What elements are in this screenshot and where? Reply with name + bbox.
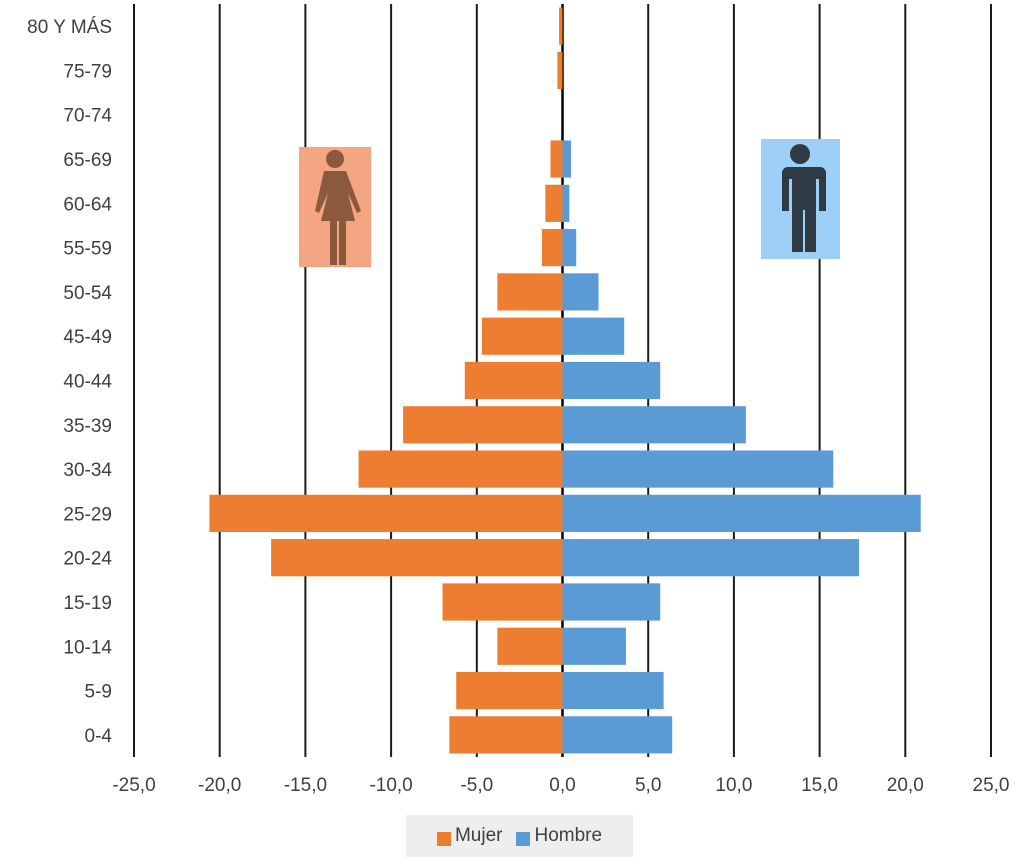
y-tick-label: 70-74	[63, 106, 112, 127]
bar-hombre	[562, 361, 661, 400]
bar-hombre	[562, 317, 625, 355]
bar-hombre	[562, 539, 860, 577]
y-tick-label: 40-44	[63, 372, 112, 393]
bar-mujer	[557, 51, 563, 90]
population-pyramid-chart: 0-4 5-9 10-14 15-19 20-24 25-29 30-34 35-39 40-4…	[27, 4, 1009, 796]
y-tick-label: 30-34	[63, 460, 112, 481]
bar-hombre	[562, 184, 570, 222]
y-tick-label: 55-59	[63, 239, 112, 260]
bar-hombre	[562, 140, 572, 178]
bar-hombre	[562, 494, 921, 532]
male-icon	[761, 139, 840, 259]
y-tick-label: 50-54	[63, 283, 112, 304]
bar-mujer	[358, 450, 563, 488]
bar-hombre	[562, 273, 599, 311]
y-tick-label: 60-64	[63, 194, 112, 215]
y-tick-label: 65-69	[63, 150, 112, 171]
x-tick-label: 0,0	[549, 775, 575, 796]
bar-hombre	[562, 406, 746, 444]
legend-swatch-mujer	[436, 832, 451, 846]
x-tick-label: 15,0	[801, 775, 838, 796]
bar-mujer	[456, 671, 563, 710]
legend-label-hombre: Hombre	[534, 825, 603, 846]
bar-mujer	[481, 317, 563, 355]
bar-hombre	[562, 716, 673, 754]
x-tick-label: 5,0	[635, 775, 661, 796]
bars	[209, 7, 921, 754]
y-tick-label: 35-39	[63, 416, 112, 437]
x-axis-labels: -25,0 -20,0 -15,0 -10,0 -5,0 0,0 5,0 10,0 15,0 20…	[112, 775, 1009, 796]
y-tick-label: 80 Y MÁS	[27, 17, 112, 38]
x-tick-label: 25,0	[973, 775, 1010, 796]
bar-hombre	[562, 229, 577, 267]
x-tick-label: -10,0	[369, 775, 412, 796]
x-tick-label: -20,0	[198, 775, 241, 796]
legend-item-mujer: Mujer	[436, 825, 503, 847]
legend-item-hombre: Hombre	[516, 825, 602, 847]
female-icon	[299, 147, 371, 267]
bar-mujer	[403, 406, 563, 444]
x-tick-label: -15,0	[284, 775, 327, 796]
y-tick-label: 25-29	[63, 504, 112, 525]
bar-mujer	[550, 140, 563, 178]
y-tick-label: 5-9	[85, 682, 112, 703]
bar-mujer	[271, 539, 563, 577]
y-tick-label: 0-4	[85, 726, 113, 747]
y-axis-labels: 0-4 5-9 10-14 15-19 20-24 25-29 30-34 35-39 40-4…	[27, 17, 112, 747]
x-tick-label: -25,0	[112, 775, 155, 796]
y-tick-label: 15-19	[63, 593, 112, 614]
bar-hombre	[562, 671, 664, 710]
x-tick-label: 10,0	[715, 775, 752, 796]
bar-mujer	[559, 7, 563, 45]
legend-label-mujer: Mujer	[454, 825, 503, 846]
bar-hombre	[562, 627, 626, 665]
bar-mujer	[541, 229, 563, 267]
bar-mujer	[209, 494, 563, 532]
legend-swatch-hombre	[516, 832, 531, 846]
bar-mujer	[464, 361, 563, 400]
y-tick-label: 75-79	[63, 61, 112, 82]
x-tick-label: -5,0	[460, 775, 493, 796]
bar-mujer	[449, 716, 563, 754]
bar-mujer	[442, 583, 563, 621]
bar-hombre	[562, 450, 834, 488]
bar-mujer	[545, 184, 563, 222]
x-tick-label: 20,0	[887, 775, 924, 796]
legend: Mujer Hombre	[406, 815, 633, 857]
y-tick-label: 45-49	[63, 327, 112, 348]
y-tick-label: 10-14	[63, 637, 112, 658]
bar-mujer	[497, 627, 563, 665]
bar-mujer	[497, 273, 563, 311]
bar-hombre	[562, 583, 661, 621]
y-tick-label: 20-24	[63, 549, 112, 570]
